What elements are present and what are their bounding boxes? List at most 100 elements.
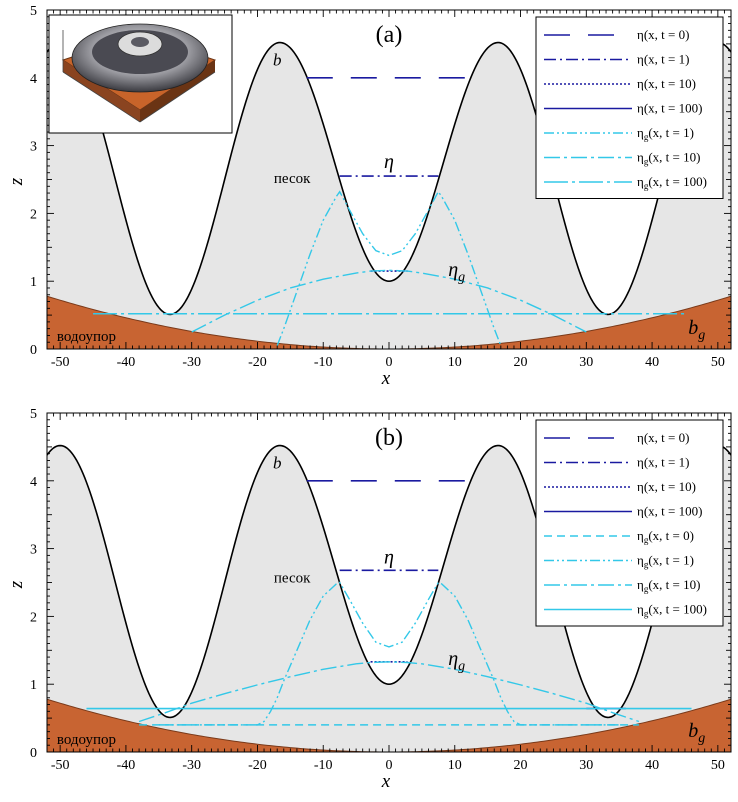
legend-entry-subscript: g (644, 560, 649, 570)
inset-axis (62, 71, 141, 123)
legend-entry-subscript: g (644, 181, 649, 191)
x-tick-label: -20 (248, 355, 267, 370)
eta-annotation: η (384, 151, 394, 173)
eta-g-base: η (448, 259, 458, 281)
plot-area (47, 444, 731, 752)
x-tick-label: -10 (314, 758, 333, 773)
aquitard-region (47, 295, 731, 349)
bed-annotation: b (273, 454, 282, 473)
bed-profile-line (47, 41, 731, 316)
legend-entry-subscript: g (644, 535, 649, 545)
x-tick-label: -50 (51, 355, 70, 370)
x-tick-label: 10 (448, 758, 462, 773)
x-tick-label: 20 (514, 758, 528, 773)
legend-entry-base: η (637, 553, 644, 568)
legend-entry: η(x, t = 1) (637, 52, 689, 67)
y-tick-label: 2 (30, 610, 37, 625)
legend-entry: ηg(x, t = 10) (637, 577, 700, 594)
legend-entry-argument: (x, t = 10) (644, 76, 696, 91)
legend-entry-base: η (637, 27, 644, 42)
legend-entry: ηg(x, t = 0) (637, 528, 694, 545)
legend-entry: η(x, t = 1) (637, 455, 689, 470)
legend-entry-base: η (637, 479, 644, 494)
legend-entry: ηg(x, t = 1) (637, 553, 694, 570)
sand-region (47, 445, 731, 752)
legend-entry-argument: (x, t = 0) (648, 528, 694, 543)
legend-entry-base: η (637, 528, 644, 543)
legend: η(x, t = 0)η(x, t = 1)η(x, t = 10)η(x, t… (535, 419, 724, 627)
legend-entry-subscript: g (644, 132, 649, 142)
y-tick-label: 1 (30, 275, 37, 290)
legend-entry: ηg(x, t = 100) (637, 174, 707, 191)
y-tick-label: 5 (30, 4, 37, 19)
y-tick-label: 5 (30, 407, 37, 422)
legend-entry-argument: (x, t = 10) (648, 150, 700, 165)
legend-entry-base: η (637, 101, 644, 116)
aquitard-label: водоупор (57, 732, 116, 748)
inset-center (131, 37, 149, 47)
series-line (191, 269, 587, 333)
x-tick-label: -40 (117, 758, 136, 773)
legend-entry-argument: (x, t = 1) (648, 125, 694, 140)
aquitard-region (47, 698, 731, 752)
legend-entry-subscript: g (644, 609, 649, 619)
y-tick-label: 4 (30, 72, 37, 87)
y-tick-label: 4 (30, 475, 37, 490)
legend-entry-argument: (x, t = 100) (648, 602, 707, 617)
x-tick-label: 10 (448, 355, 462, 370)
x-tick-label: 50 (711, 758, 725, 773)
y-tick-label: 0 (30, 746, 37, 761)
bed-profile-line (47, 444, 731, 719)
legend-entry-base: η (637, 430, 644, 445)
legend-entry: η(x, t = 10) (637, 479, 696, 494)
legend-entry: η(x, t = 0) (637, 27, 689, 42)
y-tick-label: 2 (30, 207, 37, 222)
legend-entry-argument: (x, t = 1) (644, 52, 690, 67)
x-tick-label: 30 (579, 355, 593, 370)
b-g-annotation: bg (688, 317, 705, 343)
x-tick-label: 20 (514, 355, 528, 370)
legend-entry: η(x, t = 10) (637, 76, 696, 91)
b-g-base: b (688, 317, 698, 339)
legend-entry: ηg(x, t = 100) (637, 602, 707, 619)
plot-area (47, 41, 731, 349)
x-tick-label: -20 (248, 758, 267, 773)
b-g-base: b (688, 720, 698, 742)
b-g-annotation: bg (688, 720, 705, 746)
eta-g-subscript: g (458, 270, 465, 285)
legend-entry-subscript: g (644, 584, 649, 594)
legend-entry-argument: (x, t = 0) (644, 430, 690, 445)
legend-entry-base: η (637, 577, 644, 592)
legend-entry-argument: (x, t = 1) (644, 455, 690, 470)
x-tick-label: -30 (182, 355, 201, 370)
eta-g-subscript: g (458, 659, 465, 674)
eta-g-annotation: ηg (448, 648, 465, 674)
x-tick-label: 40 (645, 355, 659, 370)
sand-label: песок (274, 171, 311, 187)
series-line (276, 190, 502, 346)
legend-entry-base: η (637, 52, 644, 67)
aquitard-label: водоупор (57, 329, 116, 345)
chart-panel: -50 -40 -30 -20 -10 0 10 20 30 40 50012345xz(a)bηη… (6, 4, 732, 389)
b-g-subscript: g (698, 731, 705, 746)
legend-entry: η(x, t = 0) (637, 430, 689, 445)
x-tick-label: -10 (314, 355, 333, 370)
legend-entry-base: η (637, 602, 644, 617)
legend-entry-base: η (637, 504, 644, 519)
panel-label: (b) (375, 425, 403, 451)
x-axis-label: x (381, 771, 391, 792)
sand-label: песок (274, 571, 311, 587)
legend-entry: ηg(x, t = 10) (637, 150, 700, 167)
x-tick-label: -50 (51, 758, 70, 773)
legend-entry-argument: (x, t = 10) (648, 577, 700, 592)
x-tick-label: 50 (711, 355, 725, 370)
legend-entry: η(x, t = 100) (637, 504, 702, 519)
y-tick-label: 3 (30, 543, 37, 558)
eta-annotation: η (384, 547, 394, 569)
inset-3d-surface-image (48, 14, 233, 134)
y-tick-label: 1 (30, 678, 37, 693)
y-tick-label: 3 (30, 140, 37, 155)
legend-entry-argument: (x, t = 1) (648, 553, 694, 568)
